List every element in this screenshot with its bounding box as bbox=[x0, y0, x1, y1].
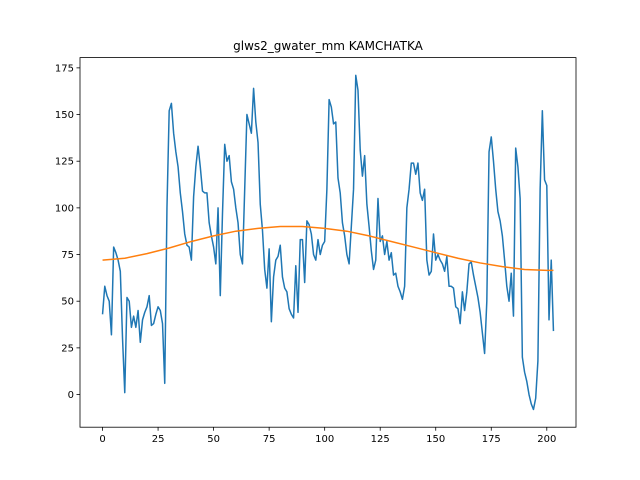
line-series bbox=[102, 225, 554, 272]
y-tick-label: 125 bbox=[55, 157, 74, 168]
x-tick-label: 200 bbox=[537, 434, 556, 445]
x-tick-label: 175 bbox=[482, 434, 501, 445]
x-tick-label: 50 bbox=[207, 434, 220, 445]
x-tick-label: 125 bbox=[371, 434, 390, 445]
y-tick-label: 175 bbox=[55, 63, 74, 74]
y-tick-label: 25 bbox=[61, 343, 74, 354]
x-tick-label: 75 bbox=[263, 434, 276, 445]
x-tick-label: 0 bbox=[99, 434, 105, 445]
x-tick-label: 150 bbox=[426, 434, 445, 445]
y-tick-label: 75 bbox=[61, 250, 74, 261]
x-tick-label: 25 bbox=[152, 434, 165, 445]
line-series bbox=[101, 74, 555, 411]
x-tick-label: 100 bbox=[315, 434, 334, 445]
plot-frame bbox=[79, 57, 577, 428]
y-tick-label: 150 bbox=[55, 110, 74, 121]
y-tick-label: 100 bbox=[55, 203, 74, 214]
chart-title: glws2_gwater_mm KAMCHATKA bbox=[233, 39, 424, 53]
y-tick-label: 0 bbox=[68, 390, 74, 401]
y-tick-label: 50 bbox=[61, 297, 74, 308]
